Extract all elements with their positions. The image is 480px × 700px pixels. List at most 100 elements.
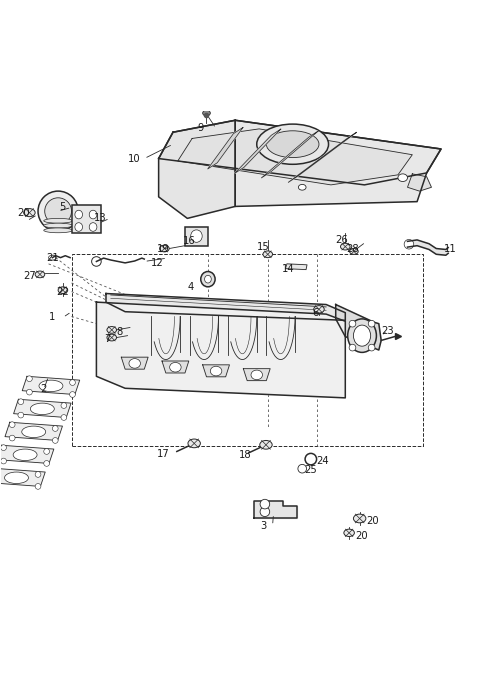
Text: 16: 16: [182, 236, 195, 246]
Ellipse shape: [349, 321, 356, 327]
Ellipse shape: [24, 209, 35, 217]
Text: 20: 20: [355, 531, 368, 540]
Text: 17: 17: [157, 449, 170, 459]
Ellipse shape: [44, 449, 49, 454]
Ellipse shape: [52, 426, 58, 431]
Ellipse shape: [44, 218, 72, 223]
Text: 8: 8: [116, 327, 122, 337]
Text: 1: 1: [49, 312, 56, 323]
Ellipse shape: [191, 230, 202, 242]
Ellipse shape: [298, 464, 307, 473]
Ellipse shape: [35, 472, 41, 477]
Ellipse shape: [210, 366, 222, 376]
Text: 21: 21: [46, 253, 59, 263]
Ellipse shape: [314, 306, 324, 313]
Ellipse shape: [348, 319, 376, 352]
Ellipse shape: [61, 414, 67, 421]
Text: 24: 24: [316, 456, 329, 466]
Ellipse shape: [349, 248, 358, 254]
Text: 7: 7: [104, 335, 110, 344]
Ellipse shape: [26, 376, 32, 382]
Ellipse shape: [4, 472, 28, 484]
Ellipse shape: [18, 412, 24, 418]
Polygon shape: [106, 293, 345, 321]
Ellipse shape: [368, 344, 375, 351]
Ellipse shape: [92, 257, 101, 266]
Ellipse shape: [9, 435, 15, 441]
Ellipse shape: [61, 402, 67, 408]
Ellipse shape: [13, 449, 37, 461]
Polygon shape: [408, 174, 432, 191]
Ellipse shape: [70, 379, 75, 386]
Ellipse shape: [203, 110, 210, 116]
Bar: [72, 254, 423, 446]
Ellipse shape: [260, 440, 272, 449]
Polygon shape: [22, 377, 80, 395]
Polygon shape: [158, 120, 441, 185]
Ellipse shape: [22, 426, 46, 438]
Text: 20: 20: [17, 208, 30, 218]
Ellipse shape: [0, 458, 6, 464]
Ellipse shape: [353, 325, 371, 346]
Ellipse shape: [44, 223, 72, 228]
Text: 5: 5: [59, 202, 65, 212]
Text: 3: 3: [260, 521, 266, 531]
Polygon shape: [0, 445, 54, 463]
Ellipse shape: [0, 444, 6, 451]
Text: 12: 12: [151, 258, 164, 268]
Ellipse shape: [75, 223, 83, 231]
Text: 10: 10: [127, 153, 140, 164]
Ellipse shape: [349, 344, 356, 351]
Polygon shape: [208, 127, 243, 169]
Ellipse shape: [169, 363, 181, 372]
Ellipse shape: [251, 370, 263, 379]
Ellipse shape: [340, 244, 350, 250]
Polygon shape: [96, 302, 345, 398]
Ellipse shape: [75, 210, 83, 219]
Polygon shape: [262, 131, 319, 178]
Polygon shape: [408, 240, 448, 256]
Polygon shape: [286, 264, 307, 270]
Ellipse shape: [89, 223, 97, 231]
Text: 27: 27: [23, 271, 36, 281]
Ellipse shape: [204, 275, 211, 283]
Text: 22: 22: [57, 286, 69, 297]
Polygon shape: [13, 399, 71, 417]
Text: 9: 9: [198, 123, 204, 134]
Polygon shape: [121, 357, 148, 369]
Polygon shape: [288, 132, 357, 183]
Ellipse shape: [344, 529, 354, 536]
Text: 15: 15: [257, 242, 269, 252]
Text: 13: 13: [94, 214, 107, 223]
Text: 23: 23: [381, 326, 394, 336]
Polygon shape: [254, 500, 298, 519]
Polygon shape: [178, 129, 412, 185]
Polygon shape: [5, 422, 62, 440]
Ellipse shape: [70, 391, 75, 398]
Polygon shape: [158, 120, 235, 218]
Ellipse shape: [260, 507, 270, 517]
Ellipse shape: [299, 184, 306, 190]
Ellipse shape: [257, 124, 328, 164]
Ellipse shape: [44, 228, 72, 232]
Ellipse shape: [107, 334, 117, 341]
Text: 20: 20: [367, 517, 379, 526]
Polygon shape: [336, 304, 381, 350]
Ellipse shape: [58, 287, 68, 293]
Ellipse shape: [9, 422, 15, 428]
Ellipse shape: [353, 514, 366, 523]
Text: 18: 18: [239, 450, 251, 461]
Ellipse shape: [404, 239, 414, 249]
Ellipse shape: [260, 499, 270, 509]
Polygon shape: [243, 369, 270, 381]
Ellipse shape: [26, 389, 32, 395]
Ellipse shape: [48, 256, 56, 260]
Polygon shape: [162, 361, 189, 373]
Bar: [185, 227, 208, 246]
Ellipse shape: [107, 326, 117, 333]
Ellipse shape: [263, 251, 273, 258]
Text: 11: 11: [444, 244, 457, 255]
Ellipse shape: [44, 461, 49, 466]
Ellipse shape: [35, 484, 41, 489]
Ellipse shape: [305, 454, 317, 465]
